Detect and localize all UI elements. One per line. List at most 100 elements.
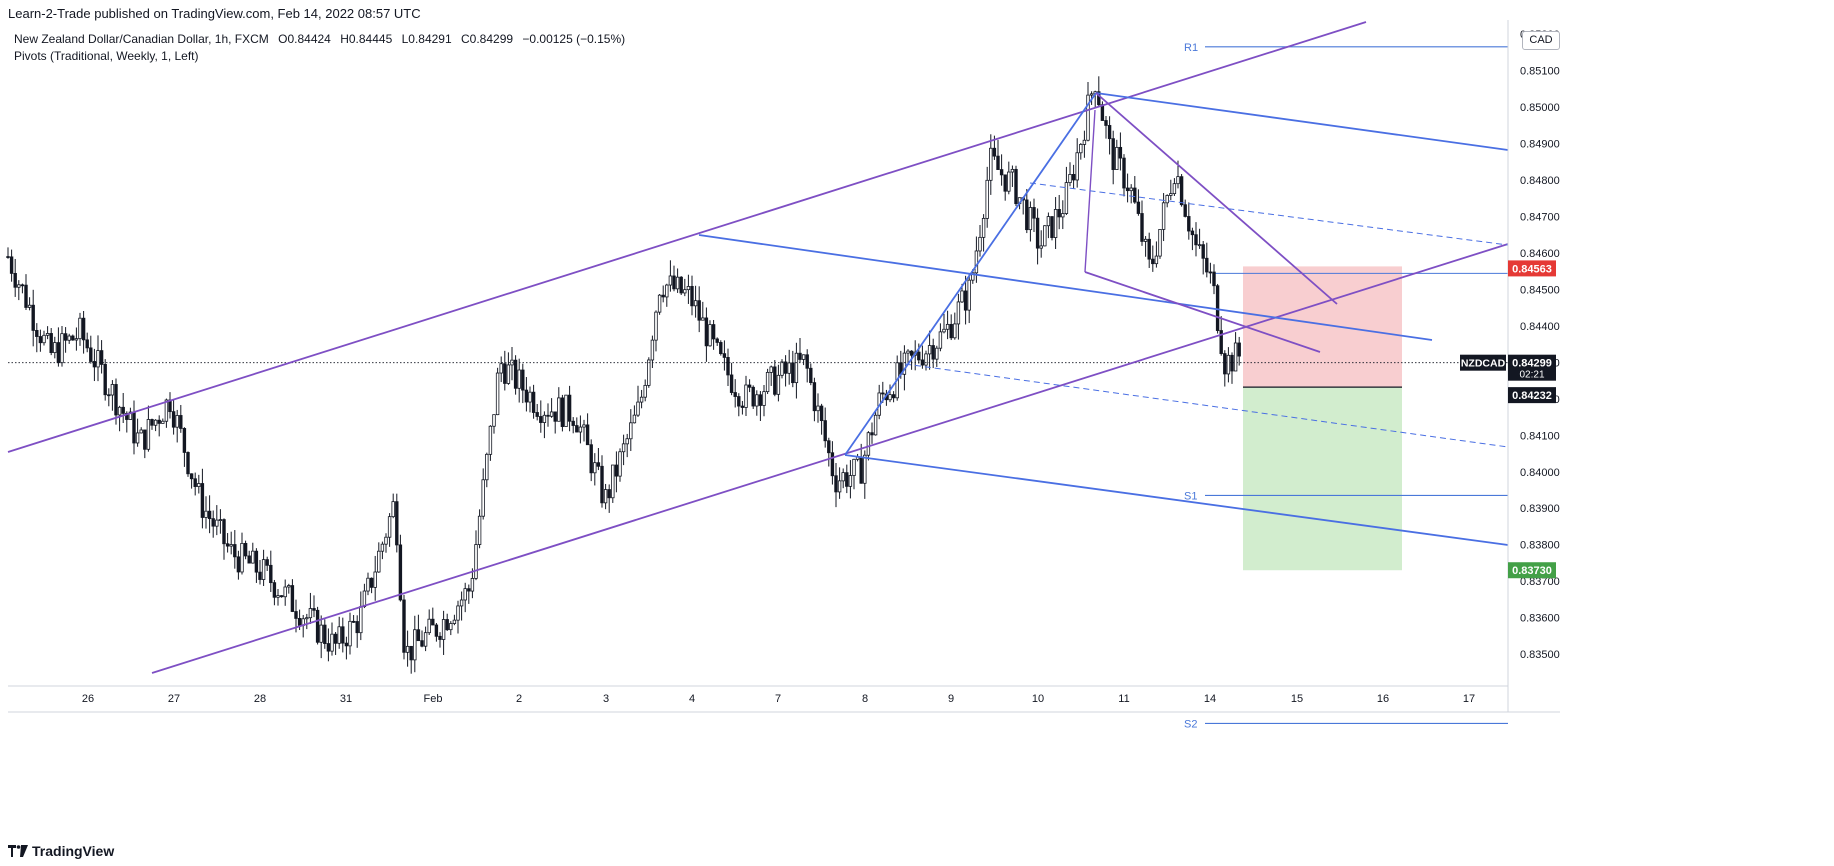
candle xyxy=(204,496,208,529)
candle xyxy=(1050,216,1054,241)
candle xyxy=(942,313,946,334)
candle-body-up xyxy=(1007,171,1011,192)
candle xyxy=(1032,198,1036,233)
candle xyxy=(182,427,187,467)
candle-body-up xyxy=(938,331,943,349)
legend-indicator[interactable]: Pivots (Traditional, Weekly, 1, Left) xyxy=(14,49,199,63)
candle xyxy=(517,358,521,403)
candle xyxy=(873,410,878,436)
candle xyxy=(683,278,687,297)
candle-body-down xyxy=(279,595,284,598)
candle-body-down xyxy=(830,452,835,477)
candle xyxy=(1115,139,1119,170)
upper-dashed-parallel[interactable] xyxy=(1029,182,1509,246)
symbol-tag: NZDCAD xyxy=(1461,358,1506,370)
candle-body-down xyxy=(672,275,676,290)
candle-body-up xyxy=(1039,245,1043,249)
candle xyxy=(485,452,489,488)
candle xyxy=(625,433,629,458)
wedge-lower-line[interactable] xyxy=(1084,271,1321,353)
candle-body-down xyxy=(1151,258,1155,265)
falling-top-line[interactable] xyxy=(1095,92,1509,151)
candle-body-down xyxy=(351,620,356,623)
candle xyxy=(1194,222,1198,257)
candle-body-down xyxy=(1194,234,1198,246)
candle xyxy=(1046,212,1051,239)
candle-body-down xyxy=(179,415,183,429)
candle xyxy=(420,630,424,648)
candle xyxy=(805,349,809,383)
drawings[interactable] xyxy=(7,21,1509,674)
candle xyxy=(953,312,957,340)
candle xyxy=(629,409,633,452)
impulse-up-line[interactable] xyxy=(844,92,1097,456)
channel-upper-line[interactable] xyxy=(7,21,1367,453)
take-profit-zone[interactable] xyxy=(1243,387,1402,571)
candle xyxy=(35,323,39,353)
candle-body-down xyxy=(1032,207,1036,219)
x-tick-label: 4 xyxy=(689,693,695,705)
y-tick-label: 0.84900 xyxy=(1520,138,1560,150)
candle-body-down xyxy=(805,354,809,369)
candle-body-down xyxy=(315,609,320,643)
falling-support-line[interactable] xyxy=(844,454,1509,546)
candle-body-down xyxy=(949,323,953,339)
candle-body-up xyxy=(942,328,946,333)
candle-body-up xyxy=(17,284,21,288)
candle xyxy=(722,340,727,371)
candle-body-up xyxy=(1158,229,1162,257)
candle-body-down xyxy=(20,284,25,287)
candle xyxy=(621,434,626,466)
lower-dashed-parallel[interactable] xyxy=(904,363,1509,448)
candle xyxy=(312,595,316,618)
candle xyxy=(330,622,334,656)
candle-body-up xyxy=(618,451,622,477)
candle xyxy=(715,337,719,346)
candle xyxy=(578,415,583,444)
pivot-label-s2: S2 xyxy=(1184,718,1197,730)
candle-body-up xyxy=(319,624,323,643)
candle-body-up xyxy=(384,536,388,545)
x-tick-label: 31 xyxy=(340,693,352,705)
currency-label[interactable]: CAD xyxy=(1522,31,1560,50)
tradingview-logo[interactable]: TradingView xyxy=(8,843,114,859)
y-tick-label: 0.85100 xyxy=(1520,66,1560,78)
candle-body-up xyxy=(621,443,626,453)
candle-body-down xyxy=(1035,217,1040,249)
candle xyxy=(431,607,435,626)
candle xyxy=(1154,241,1159,268)
candle xyxy=(769,365,773,386)
candle-body-up xyxy=(27,304,32,308)
candle-body-down xyxy=(81,317,86,341)
candle-body-down xyxy=(881,392,885,395)
candle xyxy=(373,555,377,601)
candle xyxy=(654,310,658,352)
candle-body-down xyxy=(891,394,896,399)
candle-body-up xyxy=(1226,354,1231,375)
candle-body-up xyxy=(485,453,489,481)
candle-body-up xyxy=(1089,93,1094,96)
candle-body-down xyxy=(114,384,118,416)
falling-resistance-line[interactable] xyxy=(698,234,1433,341)
x-tick-label: 11 xyxy=(1118,693,1129,705)
candle-body-up xyxy=(135,432,140,444)
wedge-upper-line[interactable] xyxy=(1095,92,1338,305)
x-tick-label: 9 xyxy=(948,693,954,705)
candle xyxy=(452,614,457,626)
pivot-label-r1: R1 xyxy=(1184,42,1198,54)
candle-body-down xyxy=(56,342,61,364)
candle xyxy=(1143,236,1148,257)
candle-body-up xyxy=(1075,152,1079,181)
candle xyxy=(755,390,759,416)
candle xyxy=(1010,165,1015,187)
channel-lower-line[interactable] xyxy=(151,243,1509,674)
legend-symbol[interactable]: New Zealand Dollar/Canadian Dollar, 1h, … xyxy=(14,32,269,46)
candle xyxy=(690,275,694,316)
candle-body-up xyxy=(1046,216,1051,227)
candle xyxy=(891,391,896,403)
candle xyxy=(593,453,597,486)
candle-body-down xyxy=(722,353,727,358)
candle xyxy=(81,310,86,354)
candle xyxy=(1219,316,1223,356)
